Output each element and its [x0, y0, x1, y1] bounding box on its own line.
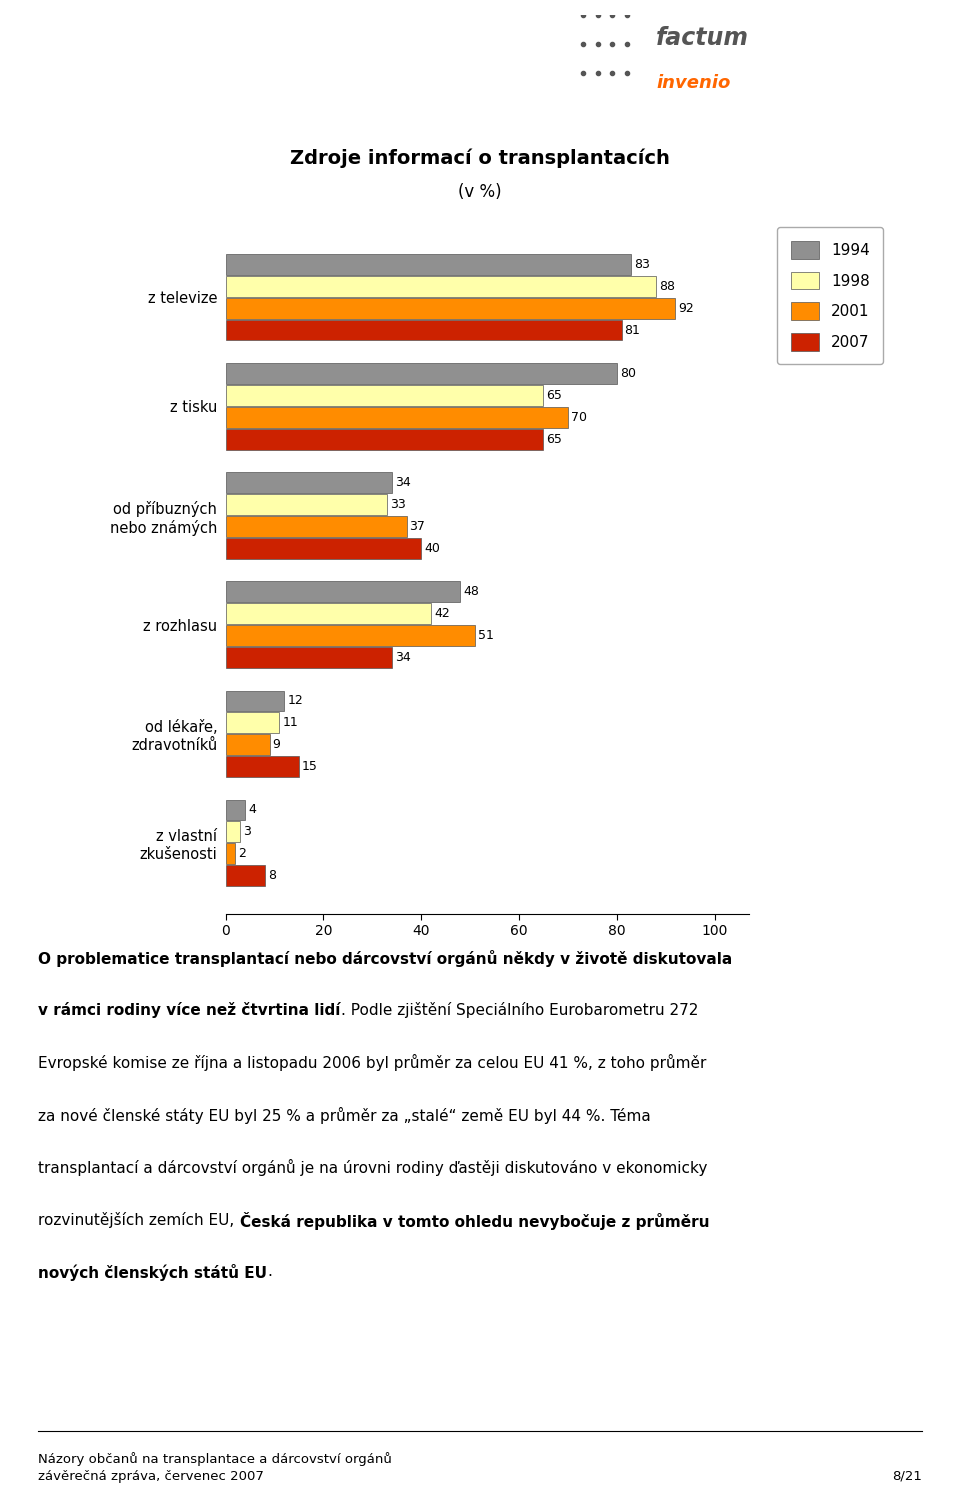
- Bar: [226, 800, 245, 820]
- Bar: [226, 494, 387, 515]
- Text: 51: 51: [478, 630, 493, 642]
- Text: 3: 3: [243, 826, 252, 838]
- Bar: [226, 581, 460, 602]
- Text: Česká republika v tomto ohledu nevybočuje z průměru: Česká republika v tomto ohledu nevybočuj…: [240, 1211, 709, 1229]
- Text: nových členských států EU: nových členských států EU: [38, 1264, 268, 1280]
- Text: 65: 65: [546, 433, 563, 445]
- Text: (v %): (v %): [458, 183, 502, 201]
- Text: 11: 11: [282, 716, 298, 729]
- Text: 8/21: 8/21: [892, 1469, 922, 1483]
- Text: factum: factum: [657, 26, 749, 50]
- Legend: 1994, 1998, 2001, 2007: 1994, 1998, 2001, 2007: [778, 228, 883, 364]
- Text: 80: 80: [620, 367, 636, 381]
- Text: O problematice transplantací nebo dárcovství orgánů někdy v životě diskutovala: O problematice transplantací nebo dárcov…: [38, 950, 732, 966]
- Text: za nové členské státy EU byl 25 % a průměr za „stalé“ země EU byl 44 %. Téma: za nové členské státy EU byl 25 % a prům…: [38, 1107, 651, 1123]
- Bar: [226, 604, 431, 624]
- Text: 15: 15: [301, 760, 318, 773]
- Text: rozvinutějších zemích EU,: rozvinutějších zemích EU,: [38, 1211, 240, 1228]
- Text: 9: 9: [273, 738, 280, 750]
- Text: 65: 65: [546, 390, 563, 402]
- Text: 34: 34: [395, 476, 411, 489]
- Bar: [226, 364, 616, 384]
- Text: 40: 40: [424, 542, 440, 554]
- Text: Názory občanů na transplantace a dárcovství orgánů
závěrečná zpráva, červenec 20: Názory občanů na transplantace a dárcovs…: [38, 1451, 393, 1483]
- Text: Evropské komise ze října a listopadu 2006 byl průměr za celou EU 41 %, z toho pr: Evropské komise ze října a listopadu 200…: [38, 1054, 707, 1072]
- Bar: [226, 865, 265, 886]
- Bar: [226, 821, 240, 843]
- Text: 34: 34: [395, 651, 411, 664]
- Bar: [226, 473, 392, 494]
- Bar: [226, 408, 568, 427]
- Text: 37: 37: [410, 519, 425, 533]
- Text: .: .: [268, 1264, 273, 1279]
- Text: v rámci rodiny více než čtvrtina lidí: v rámci rodiny více než čtvrtina lidí: [38, 1003, 341, 1018]
- Bar: [226, 713, 279, 732]
- Bar: [226, 320, 622, 340]
- Bar: [226, 646, 392, 667]
- Text: invenio: invenio: [657, 74, 731, 92]
- Bar: [226, 429, 543, 450]
- Text: 4: 4: [248, 803, 256, 817]
- Bar: [226, 690, 284, 711]
- Text: 42: 42: [434, 607, 449, 621]
- Text: 81: 81: [625, 323, 640, 337]
- Text: . Podle zjištění Speciálního Eurobarometru 272: . Podle zjištění Speciálního Eurobaromet…: [341, 1003, 698, 1018]
- Bar: [226, 757, 299, 776]
- Bar: [226, 538, 421, 559]
- Bar: [226, 276, 656, 297]
- Bar: [226, 843, 235, 864]
- Text: 2: 2: [238, 847, 246, 861]
- Bar: [226, 297, 676, 319]
- Bar: [226, 734, 270, 755]
- Bar: [226, 516, 406, 536]
- Bar: [226, 385, 543, 406]
- Text: 88: 88: [659, 279, 675, 293]
- Text: 33: 33: [390, 498, 406, 510]
- Text: 92: 92: [679, 302, 694, 314]
- Text: transplantací a dárcovství orgánů je na úrovni rodiny ďastěji diskutováno v ekon: transplantací a dárcovství orgánů je na …: [38, 1160, 708, 1176]
- Bar: [226, 625, 475, 646]
- Text: 12: 12: [287, 695, 303, 707]
- Text: 8: 8: [268, 868, 276, 882]
- Bar: [226, 254, 632, 275]
- Text: 83: 83: [635, 258, 650, 272]
- Text: 48: 48: [464, 586, 479, 598]
- Text: Zdroje informací o transplantacích: Zdroje informací o transplantacích: [290, 149, 670, 168]
- Text: 70: 70: [571, 411, 587, 424]
